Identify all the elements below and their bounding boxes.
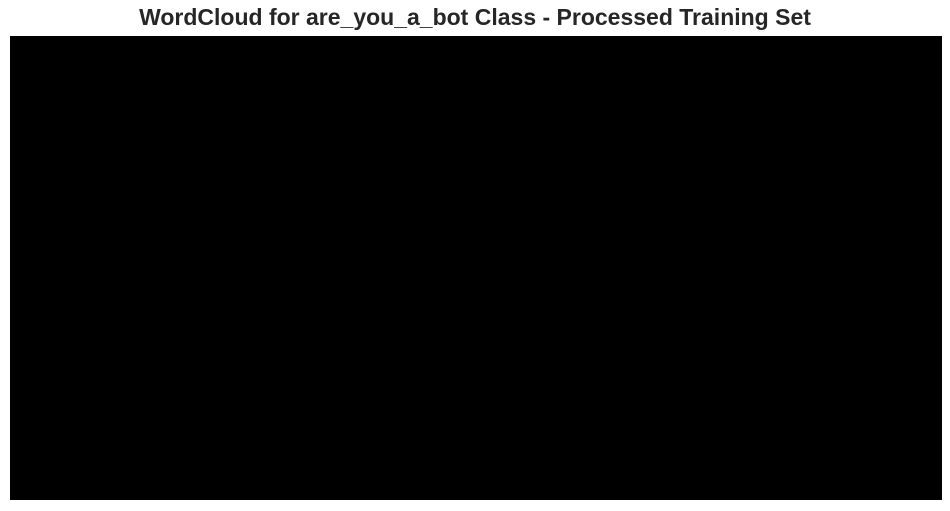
word-robot: robot [16,271,77,295]
word-want: want [340,439,391,463]
word-alive: alive [635,238,699,262]
word-ai: ai [98,48,166,113]
word-actual: actual [810,370,886,394]
word-right: right [44,303,108,327]
word-automated: automated [577,346,691,370]
word-know: know [758,47,864,98]
word-software: software [143,433,245,457]
word-person: person [332,318,556,391]
word-live: live [282,109,350,142]
word-talking: talking [590,260,759,306]
chart-title: WordCloud for are_you_a_bot Class - Proc… [139,4,811,30]
word-let: let [728,141,765,165]
wordcloud-canvas: real person human computer person bot ai… [10,36,942,500]
word-would: would [140,400,204,424]
word-artificial: artificial [584,320,723,346]
word-human: human [515,422,720,500]
word-consider: consider [787,195,822,341]
word-prove: prove [834,413,925,448]
word-computer: computer [302,134,616,209]
word-specify: specify [595,177,730,215]
word-whether: whether [658,390,793,428]
word-tell: tell [597,45,643,142]
word-really: really [728,428,804,452]
word-need: need [718,165,767,189]
word-bot: bot [40,353,138,416]
word-think: think [438,38,499,62]
word-life: life [206,308,257,332]
word-assistance: assistance [150,376,283,401]
word-please: please [468,370,584,408]
word-anything: anything [151,465,257,490]
word-real-person: real person [93,215,557,297]
word-real: real [810,89,921,143]
